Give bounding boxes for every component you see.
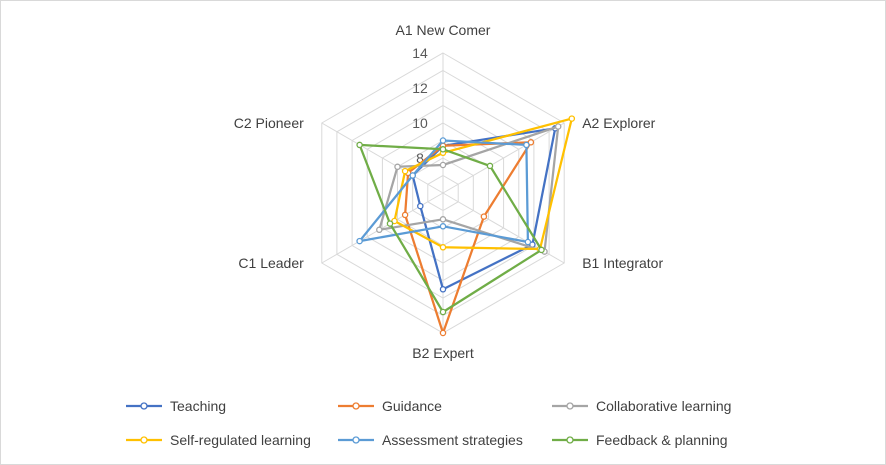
legend-label: Guidance bbox=[382, 398, 442, 414]
tick-label: 12 bbox=[412, 80, 428, 96]
data-point bbox=[417, 202, 424, 210]
radial-tick-labels: 8 10 12 14 bbox=[412, 45, 428, 166]
data-point bbox=[401, 211, 409, 219]
category-label: B1 Integrator bbox=[582, 255, 663, 271]
data-point bbox=[524, 238, 532, 246]
data-series bbox=[356, 115, 576, 337]
data-point bbox=[538, 246, 545, 254]
category-label: C1 Leader bbox=[238, 255, 304, 271]
series-guidance bbox=[401, 139, 535, 337]
data-point bbox=[401, 167, 409, 175]
data-point bbox=[439, 137, 447, 144]
tick-label: 10 bbox=[412, 115, 428, 131]
category-labels: A1 New Comer A2 Explorer B1 Integrator B2 E… bbox=[234, 22, 664, 361]
data-point bbox=[439, 161, 447, 169]
tick-label: 8 bbox=[416, 150, 424, 166]
data-point bbox=[376, 226, 383, 234]
legend-label: Teaching bbox=[170, 398, 226, 414]
data-point bbox=[439, 216, 447, 223]
data-point bbox=[439, 286, 447, 293]
legend-item: Collaborative learning bbox=[552, 398, 731, 414]
series-feedback-planning bbox=[356, 141, 545, 316]
legend-item: Feedback & planning bbox=[552, 432, 728, 448]
data-point bbox=[439, 329, 447, 337]
data-point bbox=[486, 162, 494, 170]
data-point bbox=[394, 163, 401, 171]
legend-item: Assessment strategies bbox=[338, 432, 523, 448]
legend-label: Feedback & planning bbox=[596, 432, 728, 448]
legend-label: Collaborative learning bbox=[596, 398, 731, 414]
data-point bbox=[439, 223, 447, 230]
data-point bbox=[439, 244, 447, 251]
data-point bbox=[480, 213, 488, 220]
legend-marker bbox=[140, 402, 148, 410]
category-label: A1 New Comer bbox=[396, 22, 491, 38]
category-label: A2 Explorer bbox=[582, 115, 655, 131]
legend-marker bbox=[566, 402, 574, 410]
legend-marker bbox=[566, 436, 574, 444]
legend-item: Self-regulated learning bbox=[126, 432, 311, 448]
category-label: B2 Expert bbox=[412, 345, 474, 361]
series-assessment-strategies bbox=[356, 137, 532, 246]
legend-item: Guidance bbox=[338, 398, 442, 414]
legend-marker bbox=[140, 436, 148, 444]
data-point bbox=[568, 115, 576, 122]
legend-label: Self-regulated learning bbox=[170, 432, 311, 448]
data-point bbox=[356, 237, 363, 245]
tick-label: 14 bbox=[412, 45, 428, 61]
legend-marker bbox=[352, 402, 360, 410]
legend-marker bbox=[352, 436, 360, 444]
grid-spoke bbox=[321, 122, 444, 194]
legend: Teaching Guidance Collaborative learning Se… bbox=[126, 398, 731, 448]
grid-spoke bbox=[442, 122, 565, 194]
data-point bbox=[554, 123, 562, 130]
data-point bbox=[439, 146, 447, 153]
legend-label: Assessment strategies bbox=[382, 432, 523, 448]
data-point bbox=[523, 141, 530, 149]
category-label: C2 Pioneer bbox=[234, 115, 304, 131]
data-point bbox=[386, 220, 394, 227]
data-point bbox=[439, 308, 447, 316]
data-point bbox=[409, 172, 416, 179]
data-point bbox=[356, 141, 363, 149]
legend-item: Teaching bbox=[126, 398, 226, 414]
